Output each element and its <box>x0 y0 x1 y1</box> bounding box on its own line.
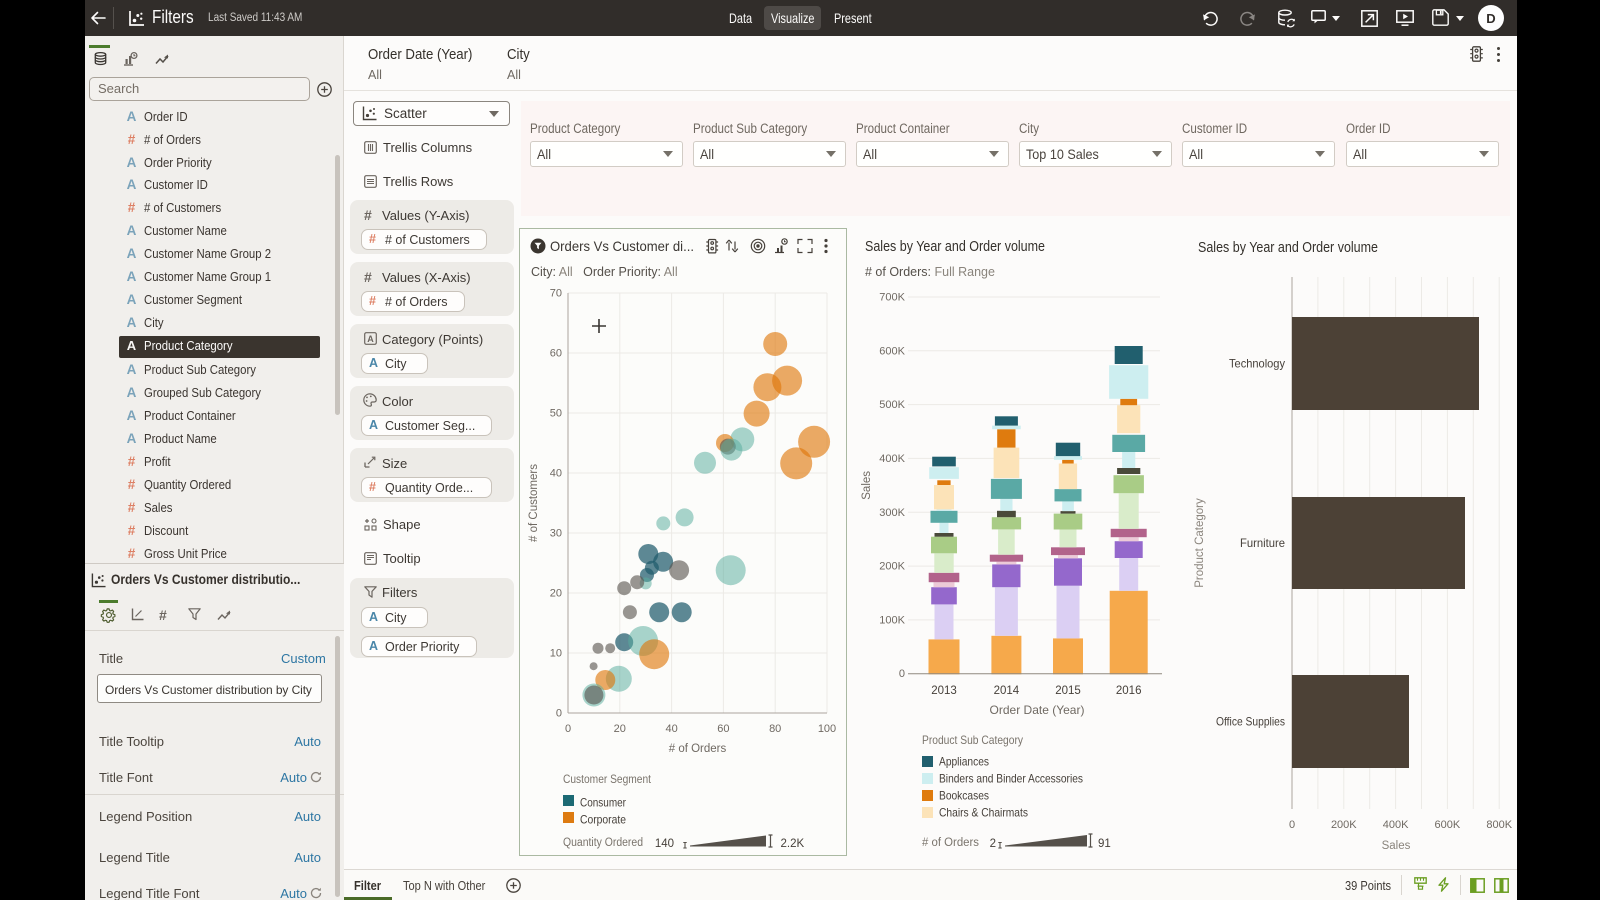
svg-text:50: 50 <box>550 408 562 420</box>
svg-text:Bookcases: Bookcases <box>939 789 989 803</box>
svg-text:2015: 2015 <box>1055 685 1081 697</box>
svg-text:20: 20 <box>614 723 626 735</box>
svg-text:40: 40 <box>550 468 562 480</box>
svg-text:200K: 200K <box>1331 819 1357 831</box>
svg-text:300K: 300K <box>879 507 905 519</box>
svg-text:2013: 2013 <box>931 685 957 697</box>
svg-text:600K: 600K <box>1435 819 1461 831</box>
svg-text:Consumer: Consumer <box>580 796 626 810</box>
svg-text:Binders and Binder Accessories: Binders and Binder Accessories <box>939 772 1083 786</box>
svg-text:Sales by Year and Order volume: Sales by Year and Order volume <box>1198 240 1378 256</box>
svg-text:Order Date (Year): Order Date (Year) <box>990 703 1085 717</box>
svg-text:Chairs & Chairmats: Chairs & Chairmats <box>939 806 1028 820</box>
svg-text:70: 70 <box>550 288 562 300</box>
svg-text:100K: 100K <box>879 614 905 626</box>
svg-text:Product Category: Product Category <box>1194 498 1206 588</box>
svg-text:Sales: Sales <box>1382 840 1411 852</box>
svg-text:0: 0 <box>556 708 562 720</box>
svg-text:20: 20 <box>550 588 562 600</box>
svg-text:91: 91 <box>1098 838 1111 850</box>
svg-text:Appliances: Appliances <box>939 755 989 769</box>
svg-text:2: 2 <box>990 838 996 850</box>
svg-text:80: 80 <box>769 723 781 735</box>
svg-text:Orders Vs Customer di...: Orders Vs Customer di... <box>550 238 694 254</box>
svg-text:40: 40 <box>665 723 677 735</box>
svg-text:600K: 600K <box>879 345 905 357</box>
svg-text:2016: 2016 <box>1116 685 1142 697</box>
svg-text:Customer Segment: Customer Segment <box>563 772 652 786</box>
svg-text:60: 60 <box>717 723 729 735</box>
svg-text:Technology: Technology <box>1229 357 1285 371</box>
svg-text:# of Orders: # of Orders <box>922 837 979 849</box>
svg-text:0: 0 <box>899 668 905 680</box>
svg-text:Quantity Ordered: Quantity Ordered <box>563 837 643 849</box>
svg-text:# of Orders: Full Range: # of Orders: Full Range <box>865 265 995 279</box>
svg-text:700K: 700K <box>879 292 905 304</box>
svg-text:0: 0 <box>1289 819 1295 831</box>
svg-text:30: 30 <box>550 528 562 540</box>
svg-text:200K: 200K <box>879 561 905 573</box>
svg-text:2014: 2014 <box>994 685 1020 697</box>
svg-text:400K: 400K <box>1383 819 1409 831</box>
svg-text:60: 60 <box>550 348 562 360</box>
svg-text:140: 140 <box>655 838 674 850</box>
svg-text:400K: 400K <box>879 453 905 465</box>
svg-text:Sales: Sales <box>861 471 873 500</box>
svg-text:Furniture: Furniture <box>1240 536 1285 550</box>
svg-text:Corporate: Corporate <box>580 813 626 827</box>
svg-text:Product Sub Category: Product Sub Category <box>922 733 1023 747</box>
svg-text:Office Supplies: Office Supplies <box>1216 715 1285 729</box>
svg-text:City: All Order Priority: Al: City: All Order Priority: All <box>531 265 678 279</box>
svg-text:500K: 500K <box>879 399 905 411</box>
svg-text:100: 100 <box>818 723 836 735</box>
svg-text:A: A <box>367 334 374 344</box>
svg-text:# of Orders: # of Orders <box>669 743 727 755</box>
svg-text:Sales by Year and Order volume: Sales by Year and Order volume <box>865 239 1045 255</box>
svg-text:10: 10 <box>550 648 562 660</box>
svg-text:800K: 800K <box>1486 819 1512 831</box>
svg-text:# of Customers: # of Customers <box>528 464 540 542</box>
svg-text:0: 0 <box>565 723 571 735</box>
svg-text:2.2K: 2.2K <box>781 838 805 850</box>
